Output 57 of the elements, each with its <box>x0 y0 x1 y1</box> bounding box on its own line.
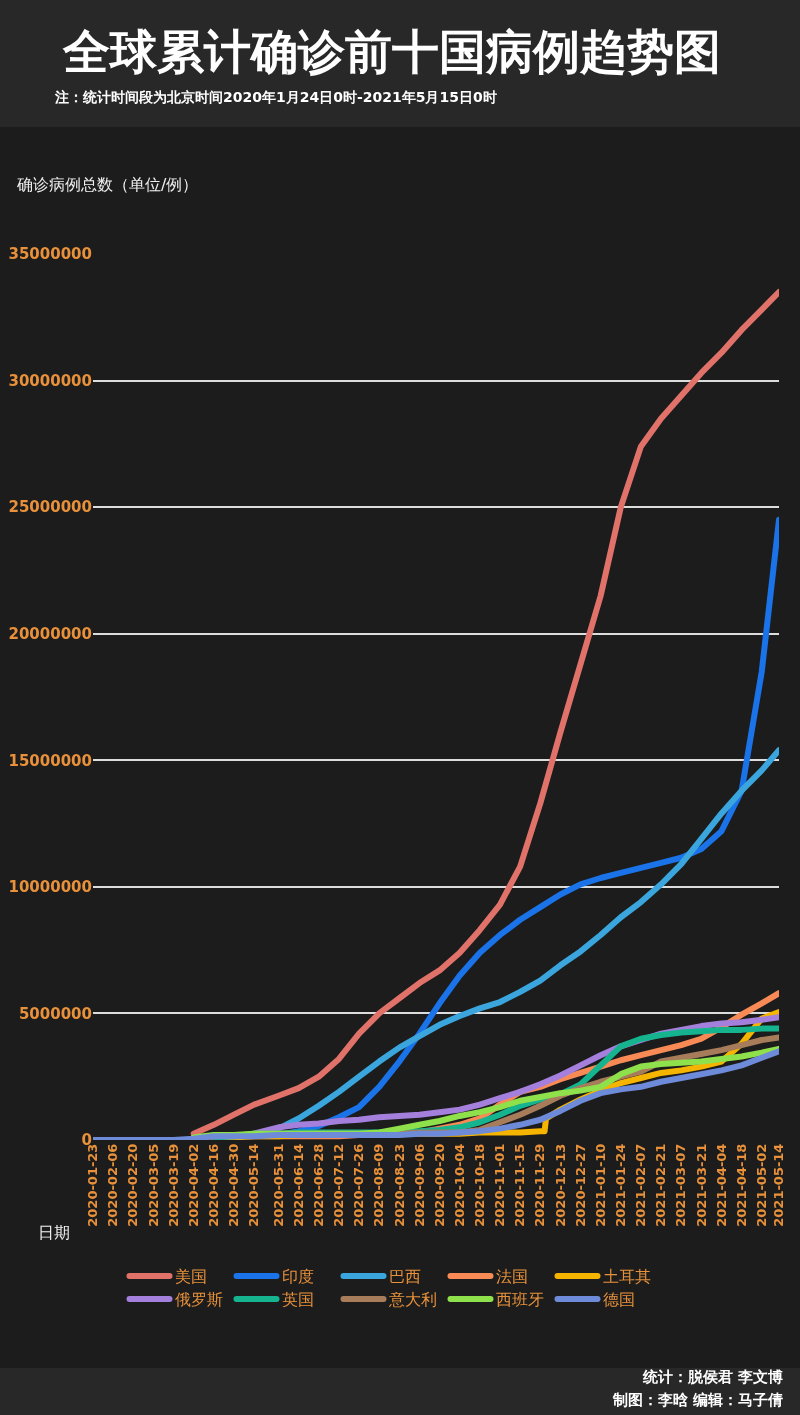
x-tick-label: 2021-03-21 <box>693 1143 709 1227</box>
chart-title: 全球累计确诊前十国病例趋势图 <box>62 24 721 80</box>
x-tick-label: 2020-12-27 <box>572 1143 588 1227</box>
x-tick-label: 2020-12-13 <box>552 1143 568 1227</box>
legend-label: 英国 <box>281 1290 314 1310</box>
legend-label: 俄罗斯 <box>174 1290 223 1310</box>
x-tick-label: 2020-03-19 <box>165 1143 181 1227</box>
x-tick-label: 2020-04-16 <box>206 1143 222 1227</box>
legend-label: 法国 <box>495 1267 528 1287</box>
y-tick-label: 25000000 <box>8 498 92 517</box>
x-tick-label: 2020-08-23 <box>391 1143 407 1227</box>
x-tick-label: 2020-11-29 <box>532 1143 548 1227</box>
x-tick-label: 2021-05-14 <box>771 1143 787 1227</box>
legend-label: 土耳其 <box>602 1267 651 1287</box>
x-tick-label: 2020-09-20 <box>431 1143 447 1227</box>
x-axis-title: 日期 <box>38 1223 70 1242</box>
y-axis-title: 确诊病例总数（单位/例） <box>16 175 199 194</box>
text: 制图：李晗 编辑：马子倩 <box>612 1391 784 1409</box>
x-tick-label: 2021-01-10 <box>592 1143 608 1227</box>
legend-label: 德国 <box>602 1290 635 1310</box>
x-tick-label: 2021-03-07 <box>673 1143 689 1227</box>
text: 统计：脱侯君 李文博 <box>642 1368 784 1386</box>
x-tick-label: 2020-05-31 <box>270 1143 286 1227</box>
legend-label: 印度 <box>281 1267 314 1287</box>
x-tick-label: 2021-04-04 <box>713 1143 729 1227</box>
y-tick-label: 30000000 <box>8 371 92 390</box>
x-tick-label: 2020-06-14 <box>290 1143 306 1227</box>
y-tick-label: 35000000 <box>8 245 92 264</box>
x-tick-label: 2020-11-15 <box>512 1143 528 1227</box>
x-tick-label: 2020-10-04 <box>451 1143 467 1227</box>
x-tick-label: 2020-09-06 <box>411 1143 427 1227</box>
y-tick-label: 5000000 <box>18 1004 92 1023</box>
x-tick-label: 2020-04-30 <box>226 1143 242 1227</box>
x-tick-label: 2020-07-26 <box>351 1143 367 1227</box>
legend-label: 意大利 <box>387 1290 437 1310</box>
x-tick-label: 2020-05-14 <box>246 1143 262 1227</box>
x-tick-label: 2020-02-20 <box>125 1143 141 1227</box>
legend-label: 巴西 <box>388 1267 421 1287</box>
x-tick-label: 2020-04-02 <box>185 1143 201 1227</box>
x-tick-label: 2020-08-09 <box>371 1143 387 1227</box>
x-tick-label: 2021-01-24 <box>613 1143 629 1227</box>
x-tick-label: 2020-11-01 <box>492 1143 508 1227</box>
y-tick-label: 15000000 <box>8 751 92 770</box>
x-tick-label: 2020-10-18 <box>472 1143 488 1227</box>
x-tick-label: 2021-02-07 <box>633 1143 649 1227</box>
x-tick-label: 2020-07-12 <box>331 1143 347 1227</box>
legend-label: 西班牙 <box>495 1290 544 1310</box>
y-tick-label: 20000000 <box>8 624 92 643</box>
x-tick-label: 2020-02-06 <box>105 1143 121 1227</box>
legend-label: 美国 <box>174 1267 207 1287</box>
x-tick-label: 2021-02-21 <box>653 1143 669 1227</box>
x-tick-label: 2021-04-18 <box>733 1143 749 1227</box>
x-tick-label: 2020-03-05 <box>145 1143 161 1227</box>
y-tick-label: 10000000 <box>8 878 92 897</box>
x-tick-label: 2020-06-28 <box>311 1143 327 1227</box>
x-tick-label: 2021-05-02 <box>753 1143 769 1227</box>
chart-subtitle: 注：统计时间段为北京时间2020年1月24日0时-2021年5月15日0时 <box>54 89 497 105</box>
